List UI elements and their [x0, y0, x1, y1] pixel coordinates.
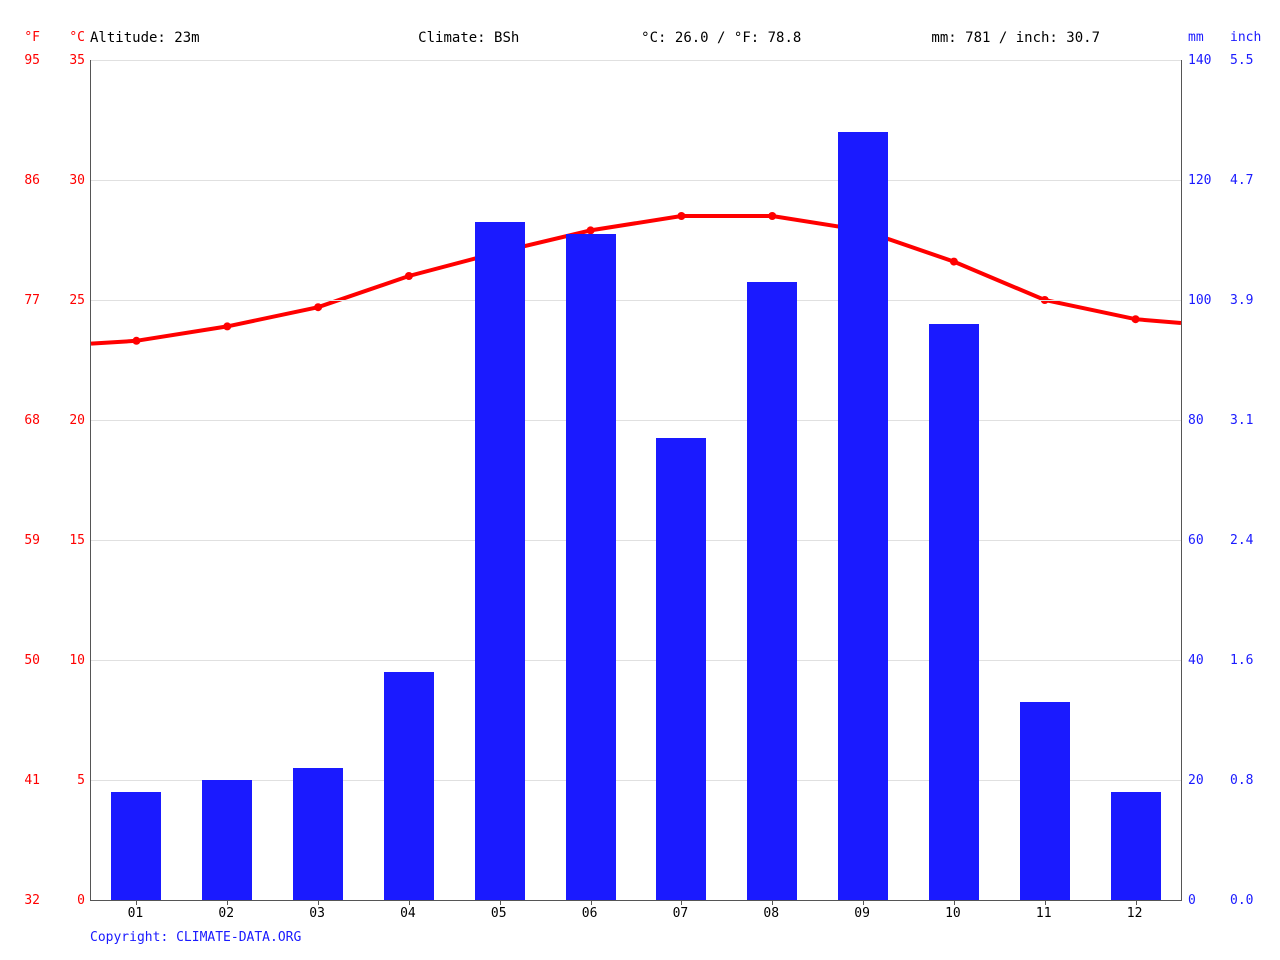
- mm-tick: 140: [1188, 53, 1228, 68]
- fahrenheit-unit: °F: [10, 30, 40, 45]
- gridline: [91, 180, 1181, 181]
- temperature-marker: [768, 212, 776, 220]
- celsius-tick: 10: [55, 653, 85, 668]
- month-label: 10: [933, 906, 973, 921]
- precip-bar: [838, 132, 888, 900]
- fahrenheit-tick: 68: [10, 413, 40, 428]
- climate-chart: Altitude: 23m Climate: BSh °C: 26.0 / °F…: [0, 0, 1280, 960]
- month-label: 08: [751, 906, 791, 921]
- month-label: 04: [388, 906, 428, 921]
- temperature-marker: [950, 258, 958, 266]
- fahrenheit-tick: 86: [10, 173, 40, 188]
- chart-header: Altitude: 23m Climate: BSh °C: 26.0 / °F…: [90, 30, 1220, 46]
- gridline: [91, 660, 1181, 661]
- x-tick: [409, 900, 410, 905]
- month-label: 01: [115, 906, 155, 921]
- precip-bar: [1111, 792, 1161, 900]
- mm-tick: 100: [1188, 293, 1228, 308]
- month-label: 12: [1115, 906, 1155, 921]
- mm-tick: 120: [1188, 173, 1228, 188]
- celsius-tick: 25: [55, 293, 85, 308]
- climate-label: Climate: BSh: [343, 30, 596, 46]
- celsius-tick: 30: [55, 173, 85, 188]
- celsius-unit: °C: [55, 30, 85, 45]
- temperature-marker: [223, 322, 231, 330]
- temp-summary-label: °C: 26.0 / °F: 78.8: [595, 30, 848, 46]
- celsius-tick: 15: [55, 533, 85, 548]
- fahrenheit-tick: 50: [10, 653, 40, 668]
- precip-bar: [384, 672, 434, 900]
- precip-bar: [566, 234, 616, 900]
- mm-tick: 80: [1188, 413, 1228, 428]
- temperature-line-path: [91, 216, 1181, 344]
- x-tick: [500, 900, 501, 905]
- temperature-marker: [405, 272, 413, 280]
- x-tick: [591, 900, 592, 905]
- inch-tick: 0.0: [1230, 893, 1270, 908]
- precip-summary-label: mm: 781 / inch: 30.7: [848, 30, 1221, 46]
- temperature-marker: [677, 212, 685, 220]
- precip-bar: [293, 768, 343, 900]
- month-label: 03: [297, 906, 337, 921]
- inch-tick: 0.8: [1230, 773, 1270, 788]
- mm-tick: 20: [1188, 773, 1228, 788]
- gridline: [91, 780, 1181, 781]
- gridline: [91, 60, 1181, 61]
- precip-bar: [747, 282, 797, 900]
- celsius-tick: 5: [55, 773, 85, 788]
- mm-tick: 60: [1188, 533, 1228, 548]
- celsius-tick: 20: [55, 413, 85, 428]
- temperature-marker: [1132, 315, 1140, 323]
- precip-bar: [202, 780, 252, 900]
- altitude-label: Altitude: 23m: [90, 30, 343, 46]
- inch-tick: 3.9: [1230, 293, 1270, 308]
- fahrenheit-tick: 77: [10, 293, 40, 308]
- plot-area: [90, 60, 1182, 901]
- gridline: [91, 300, 1181, 301]
- gridline: [91, 420, 1181, 421]
- x-tick: [318, 900, 319, 905]
- x-tick: [136, 900, 137, 905]
- x-tick: [863, 900, 864, 905]
- mm-tick: 0: [1188, 893, 1228, 908]
- month-label: 07: [660, 906, 700, 921]
- gridline: [91, 540, 1181, 541]
- fahrenheit-tick: 59: [10, 533, 40, 548]
- temperature-marker: [314, 303, 322, 311]
- x-tick: [1136, 900, 1137, 905]
- x-tick: [681, 900, 682, 905]
- inch-tick: 2.4: [1230, 533, 1270, 548]
- celsius-tick: 0: [55, 893, 85, 908]
- precip-bar: [929, 324, 979, 900]
- x-tick: [954, 900, 955, 905]
- x-tick: [227, 900, 228, 905]
- month-label: 11: [1024, 906, 1064, 921]
- precip-bar: [656, 438, 706, 900]
- mm-unit: mm: [1188, 30, 1228, 45]
- inch-tick: 3.1: [1230, 413, 1270, 428]
- mm-tick: 40: [1188, 653, 1228, 668]
- precip-bar: [111, 792, 161, 900]
- inch-unit: inch: [1230, 30, 1270, 45]
- precip-bar: [1020, 702, 1070, 900]
- temperature-line: [91, 60, 1181, 900]
- fahrenheit-tick: 95: [10, 53, 40, 68]
- month-label: 05: [479, 906, 519, 921]
- precip-bar: [475, 222, 525, 900]
- copyright-text: Copyright: CLIMATE-DATA.ORG: [90, 930, 301, 945]
- fahrenheit-tick: 41: [10, 773, 40, 788]
- inch-tick: 4.7: [1230, 173, 1270, 188]
- month-label: 06: [570, 906, 610, 921]
- fahrenheit-tick: 32: [10, 893, 40, 908]
- temperature-marker: [132, 337, 140, 345]
- inch-tick: 5.5: [1230, 53, 1270, 68]
- month-label: 09: [842, 906, 882, 921]
- inch-tick: 1.6: [1230, 653, 1270, 668]
- x-tick: [1045, 900, 1046, 905]
- x-tick: [772, 900, 773, 905]
- month-label: 02: [206, 906, 246, 921]
- celsius-tick: 35: [55, 53, 85, 68]
